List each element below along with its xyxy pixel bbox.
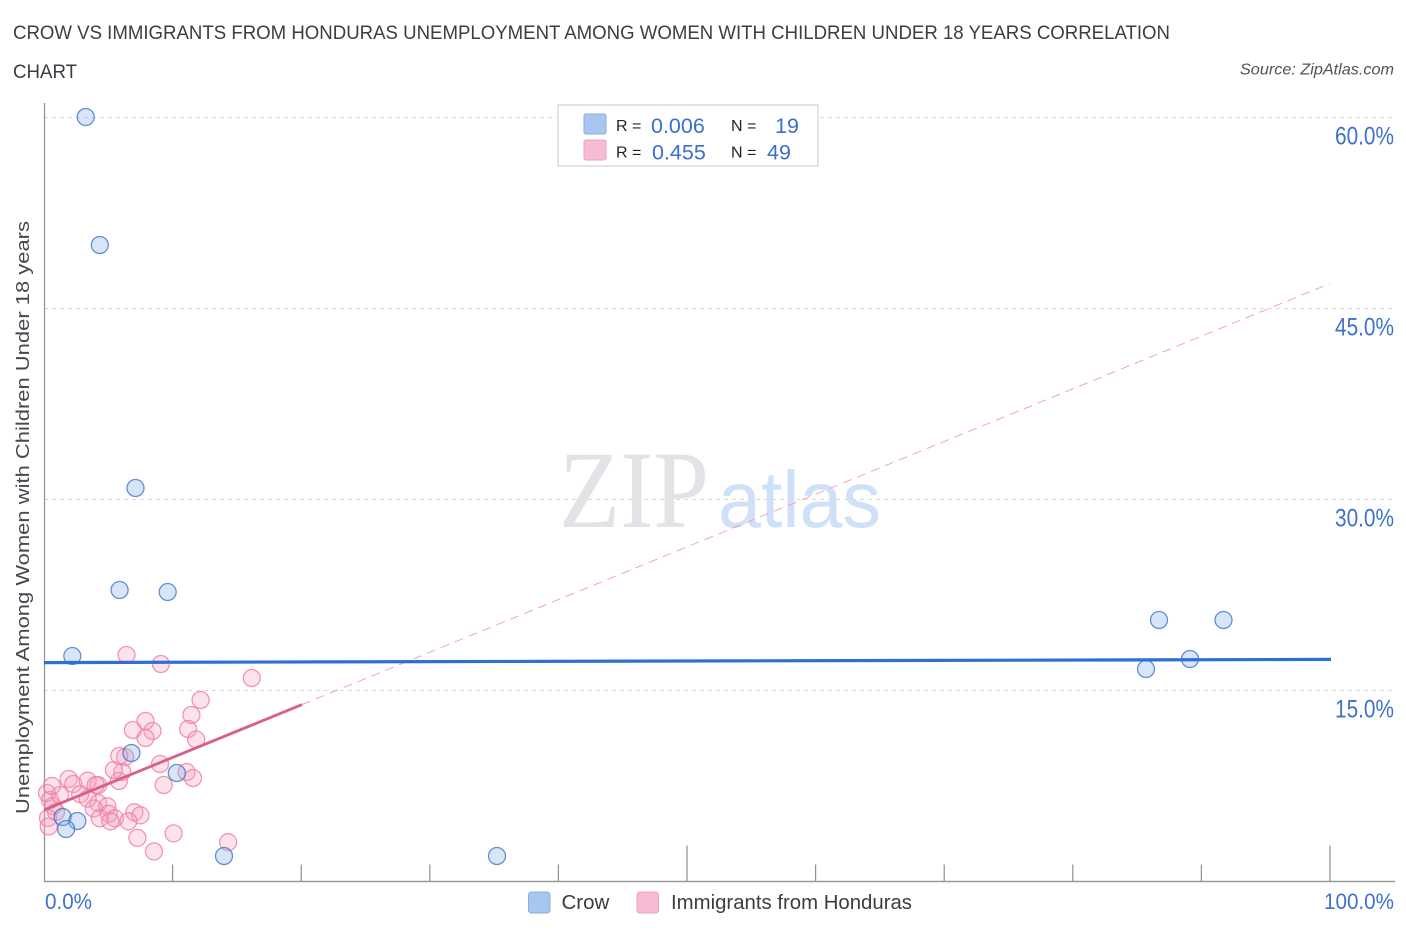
svg-text:ZIP: ZIP xyxy=(559,429,709,551)
svg-text:Unemployment Among Women with: Unemployment Among Women with Children U… xyxy=(13,221,33,814)
svg-text:N =: N = xyxy=(731,118,756,135)
svg-text:0.455: 0.455 xyxy=(652,141,706,165)
svg-text:Immigrants from Honduras: Immigrants from Honduras xyxy=(671,891,912,914)
svg-text:atlas: atlas xyxy=(718,455,881,544)
svg-text:CROW VS IMMIGRANTS FROM HONDUR: CROW VS IMMIGRANTS FROM HONDURAS UNEMPLO… xyxy=(13,22,1170,44)
svg-text:49: 49 xyxy=(767,141,791,165)
svg-text:19: 19 xyxy=(775,114,799,138)
svg-text:0.0%: 0.0% xyxy=(45,889,92,914)
svg-text:30.0%: 30.0% xyxy=(1335,505,1394,533)
svg-text:100.0%: 100.0% xyxy=(1324,889,1394,914)
svg-text:Source: ZipAtlas.com: Source: ZipAtlas.com xyxy=(1240,62,1394,79)
svg-text:45.0%: 45.0% xyxy=(1335,314,1394,342)
svg-text:0.006: 0.006 xyxy=(651,114,705,138)
svg-text:CHART: CHART xyxy=(13,61,77,83)
svg-text:Crow: Crow xyxy=(562,891,610,914)
svg-text:60.0%: 60.0% xyxy=(1335,123,1394,151)
svg-text:15.0%: 15.0% xyxy=(1335,696,1394,724)
svg-text:N =: N = xyxy=(731,145,756,162)
svg-text:R =: R = xyxy=(616,118,641,135)
svg-text:R =: R = xyxy=(616,145,641,162)
